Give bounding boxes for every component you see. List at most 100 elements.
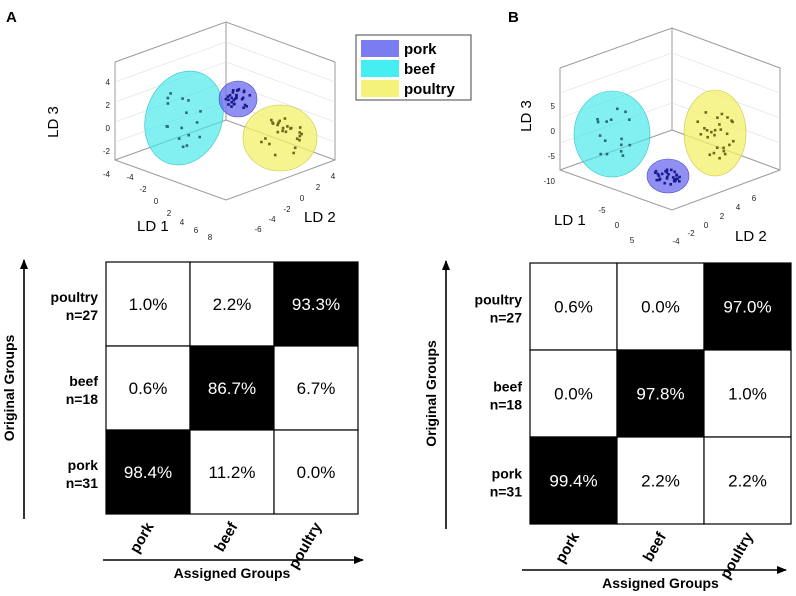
beef-point bbox=[187, 133, 190, 137]
matrix-cell-value: 0.6% bbox=[554, 298, 593, 317]
beef-ellipsoid-a bbox=[144, 70, 224, 166]
legend-label-beef: beef bbox=[404, 61, 436, 78]
pork-point bbox=[656, 172, 660, 176]
row-label: pork bbox=[68, 457, 99, 473]
beef-point bbox=[609, 118, 613, 121]
matrix-cell-value: 0.6% bbox=[129, 379, 168, 398]
x-axis-title: Assigned Groups bbox=[174, 565, 291, 581]
pork-point bbox=[671, 176, 675, 179]
poultry-point bbox=[278, 119, 281, 123]
axis-label-ld3-a: LD 3 bbox=[45, 106, 62, 138]
x-tick-a: 2 bbox=[167, 209, 172, 218]
poultry-point bbox=[725, 132, 729, 136]
axis-label-ld3-b: LD 3 bbox=[518, 100, 535, 132]
poultry-point bbox=[712, 151, 716, 155]
matrix-cell-value: 2.2% bbox=[728, 472, 767, 491]
poultry-point bbox=[276, 123, 279, 127]
beef-point bbox=[620, 143, 623, 147]
x-axis-title: Assigned Groups bbox=[602, 575, 719, 591]
matrix-cell bbox=[105, 345, 191, 431]
x-tick-b: 0 bbox=[615, 221, 620, 230]
matrix-cell-value: 11.2% bbox=[209, 463, 256, 482]
beef-point bbox=[166, 96, 170, 100]
column-label: poultry bbox=[717, 529, 757, 582]
beef-point bbox=[195, 121, 199, 124]
poultry-point bbox=[273, 153, 277, 157]
poultry-point bbox=[281, 129, 284, 133]
3d-plot-b: 5 0 -5 -10 -5 0 5 -4 -2 0 2 4 6 LD 3 LD … bbox=[518, 27, 781, 246]
pork-point bbox=[241, 96, 245, 100]
column-label: beef bbox=[211, 519, 242, 555]
confusion-matrix-b: 0.6% 0.0% 97.0% poultry n=27 0.0% 97.8% 1.0% bee… bbox=[423, 260, 792, 591]
beef-point bbox=[620, 137, 623, 141]
pork-point bbox=[226, 95, 230, 98]
poultry-point bbox=[713, 133, 716, 137]
poultry-point bbox=[696, 120, 699, 123]
poultry-point bbox=[699, 133, 703, 136]
matrix-cell bbox=[616, 349, 705, 438]
poultry-point bbox=[276, 130, 280, 134]
pork-point bbox=[666, 175, 669, 179]
y-axis-title: Original Groups bbox=[1, 335, 17, 442]
poultry-point bbox=[728, 143, 731, 147]
beef-point bbox=[177, 137, 181, 140]
row-count: n=27 bbox=[66, 307, 99, 323]
pork-point bbox=[678, 175, 681, 179]
poultry-point bbox=[719, 128, 723, 131]
beef-point bbox=[624, 110, 627, 114]
row-label: poultry bbox=[51, 289, 99, 305]
beef-point bbox=[166, 125, 169, 128]
poultry-point bbox=[723, 152, 727, 156]
pork-point bbox=[236, 89, 240, 92]
pork-point bbox=[242, 89, 246, 93]
y-tick-b: 0 bbox=[704, 221, 709, 230]
poultry-point bbox=[281, 126, 285, 130]
poultry-point bbox=[293, 146, 297, 150]
poultry-point bbox=[731, 120, 734, 124]
z-tick-b: -10 bbox=[543, 177, 555, 186]
y-tick-a: -2 bbox=[283, 205, 291, 214]
matrix-cell-value: 0.0% bbox=[554, 385, 593, 404]
poultry-point bbox=[298, 126, 302, 129]
matrix-cell-value: 97.8% bbox=[636, 385, 684, 404]
poultry-point bbox=[703, 127, 706, 130]
matrix-cell-value: 97.0% bbox=[723, 298, 771, 317]
panel-label-a: A bbox=[6, 9, 17, 26]
column-label: pork bbox=[126, 519, 157, 556]
poultry-point bbox=[286, 125, 289, 128]
x-tick-a: 8 bbox=[208, 233, 213, 242]
poultry-point bbox=[713, 128, 717, 132]
row-label: beef bbox=[493, 379, 522, 395]
poultry-point bbox=[718, 123, 721, 126]
poultry-point bbox=[300, 132, 303, 136]
beef-point bbox=[166, 102, 170, 105]
z-tick-a: -4 bbox=[103, 170, 111, 179]
matrix-cell bbox=[529, 436, 618, 525]
pork-point bbox=[227, 98, 230, 102]
pork-point bbox=[231, 89, 235, 92]
matrix-cell bbox=[616, 436, 705, 525]
panel-label-b: B bbox=[508, 9, 519, 26]
y-tick-a: -6 bbox=[254, 225, 262, 234]
z-tick-b: 0 bbox=[551, 127, 556, 136]
pork-point bbox=[676, 177, 679, 180]
beef-point bbox=[628, 143, 632, 147]
y-tick-b: 6 bbox=[752, 194, 757, 203]
poultry-point bbox=[710, 130, 713, 134]
z-tick-b: 5 bbox=[551, 102, 556, 111]
beef-point bbox=[628, 118, 631, 121]
3d-plot-a: 4 2 0 -2 -4 -4 -2 0 2 4 6 8 -6 -4 -2 0 2… bbox=[45, 21, 336, 242]
beef-point bbox=[185, 111, 188, 114]
row-count: n=18 bbox=[66, 391, 99, 407]
pork-point bbox=[678, 180, 681, 183]
x-tick-a: 4 bbox=[180, 218, 185, 227]
beef-point bbox=[181, 145, 185, 149]
z-tick-b: -5 bbox=[548, 152, 556, 161]
pork-point bbox=[224, 97, 228, 101]
pork-point bbox=[663, 181, 666, 185]
confusion-matrix-a: 1.0% 2.2% 93.3% poultry n=27 0.6% 86.7% 6.7% bee… bbox=[1, 259, 364, 581]
pork-point bbox=[660, 172, 664, 176]
matrix-cell-value: 98.4% bbox=[124, 463, 172, 482]
beef-point bbox=[181, 97, 184, 100]
